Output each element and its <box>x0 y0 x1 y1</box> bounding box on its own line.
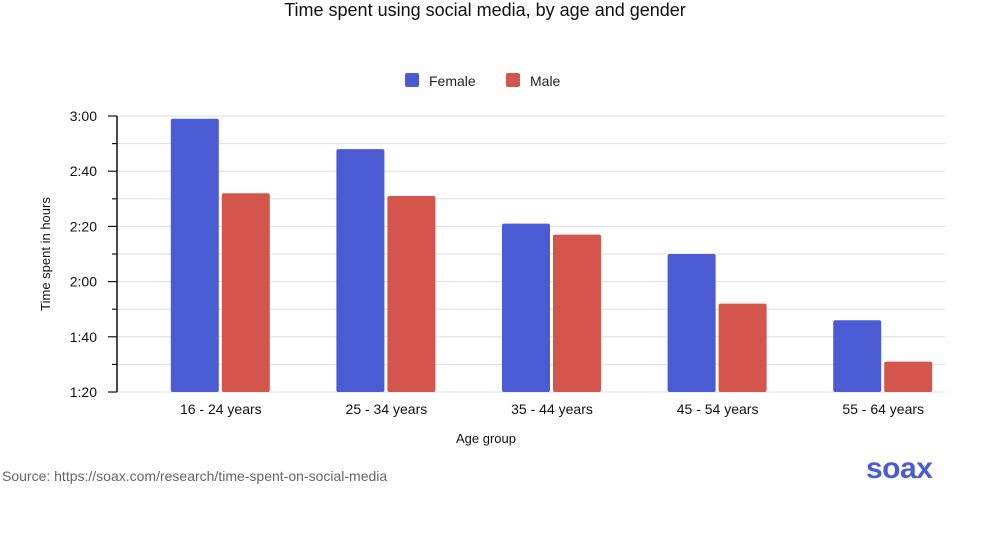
bar-female <box>336 149 385 392</box>
bar-male <box>884 361 933 392</box>
legend-swatch-female <box>405 73 419 87</box>
x-tick-label: 35 - 44 years <box>511 401 593 417</box>
chart-title: Time spent using social media, by age an… <box>284 0 686 20</box>
bar-male <box>718 303 767 392</box>
y-tick-label: 2:20 <box>70 218 97 234</box>
bar-female <box>667 254 716 392</box>
soax-logo: soax <box>866 452 933 485</box>
x-tick-label: 45 - 54 years <box>677 401 759 417</box>
y-tick-label: 2:00 <box>70 274 97 290</box>
legend-label-female: Female <box>429 73 476 89</box>
y-axis-label: Time spent in hours <box>38 197 53 311</box>
bar-male <box>221 193 270 392</box>
x-tick-label: 25 - 34 years <box>346 401 428 417</box>
bar-female <box>170 118 219 392</box>
x-tick-label: 55 - 64 years <box>842 401 924 417</box>
legend-swatch-male <box>506 73 520 87</box>
legend-label-male: Male <box>530 73 561 89</box>
y-tick-label: 1:20 <box>70 384 97 400</box>
bar-female <box>502 223 550 392</box>
bar-male <box>553 234 601 392</box>
source-note: Source: https://soax.com/research/time-s… <box>2 468 388 484</box>
y-tick-label: 3:00 <box>70 108 97 124</box>
bar-male <box>387 196 436 392</box>
y-tick-label: 2:40 <box>70 163 97 179</box>
x-tick-label: 16 - 24 years <box>180 401 262 417</box>
x-axis-label: Age group <box>456 431 516 446</box>
y-tick-label: 1:40 <box>70 329 97 345</box>
bar-female <box>833 320 882 392</box>
